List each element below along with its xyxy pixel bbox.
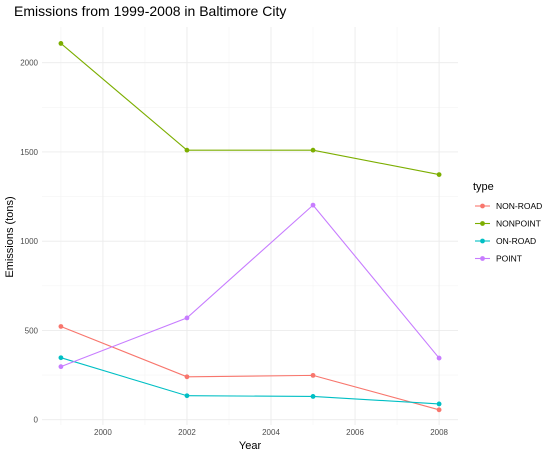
y-tick-label: 0	[34, 416, 39, 425]
legend-label: NONPOINT	[496, 219, 541, 229]
series-on-road	[59, 355, 442, 406]
data-point-non-road	[185, 374, 190, 379]
legend-item-point: POINT	[475, 254, 522, 264]
y-axis-title: Emissions (tons)	[4, 196, 16, 277]
data-point-nonpoint	[437, 172, 442, 177]
data-point-non-road	[437, 407, 442, 412]
y-axis-ticks: 0 500 1000 1500 2000	[20, 59, 38, 425]
legend-key-point	[480, 256, 485, 261]
data-point-point	[185, 316, 190, 321]
data-point-point	[311, 203, 316, 208]
legend-label: ON-ROAD	[496, 236, 536, 246]
data-point-non-road	[311, 373, 316, 378]
data-point-nonpoint	[311, 148, 316, 153]
legend-label: NON-ROAD	[496, 201, 542, 211]
legend-item-nonpoint: NONPOINT	[475, 219, 541, 229]
x-tick-label: 2004	[262, 428, 280, 437]
data-point-on-road	[437, 402, 442, 407]
data-point-on-road	[311, 394, 316, 399]
x-axis-ticks: 2000 2002 2004 2006 2008	[94, 428, 449, 437]
data-point-on-road	[59, 355, 64, 360]
legend-key-point	[480, 221, 485, 226]
series-line-on-road	[61, 358, 439, 404]
data-point-point	[59, 364, 64, 369]
series-layer	[59, 41, 442, 412]
legend-item-non-road: NON-ROAD	[475, 201, 542, 211]
data-point-nonpoint	[59, 41, 64, 46]
y-tick-label: 1000	[20, 237, 38, 246]
series-line-non-road	[61, 326, 439, 409]
x-tick-label: 2008	[430, 428, 448, 437]
data-point-non-road	[59, 324, 64, 329]
legend-label: POINT	[496, 254, 522, 264]
x-tick-label: 2000	[94, 428, 112, 437]
y-tick-label: 500	[25, 326, 39, 335]
series-nonpoint	[59, 41, 442, 177]
x-tick-label: 2002	[178, 428, 196, 437]
series-non-road	[59, 324, 442, 412]
data-point-nonpoint	[185, 148, 190, 153]
legend-key-point	[480, 204, 485, 209]
legend: type NON-ROAD NONPOINT ON-ROAD POINT	[473, 181, 542, 264]
legend-title: type	[473, 181, 494, 193]
legend-key-point	[480, 239, 485, 244]
x-tick-label: 2006	[346, 428, 364, 437]
grid	[42, 27, 458, 425]
x-axis-title: Year	[239, 440, 262, 452]
y-tick-label: 2000	[20, 59, 38, 68]
data-point-on-road	[185, 393, 190, 398]
data-point-point	[437, 356, 442, 361]
y-tick-label: 1500	[20, 148, 38, 157]
legend-item-on-road: ON-ROAD	[475, 236, 536, 246]
chart-title: Emissions from 1999-2008 in Baltimore Ci…	[14, 3, 286, 19]
